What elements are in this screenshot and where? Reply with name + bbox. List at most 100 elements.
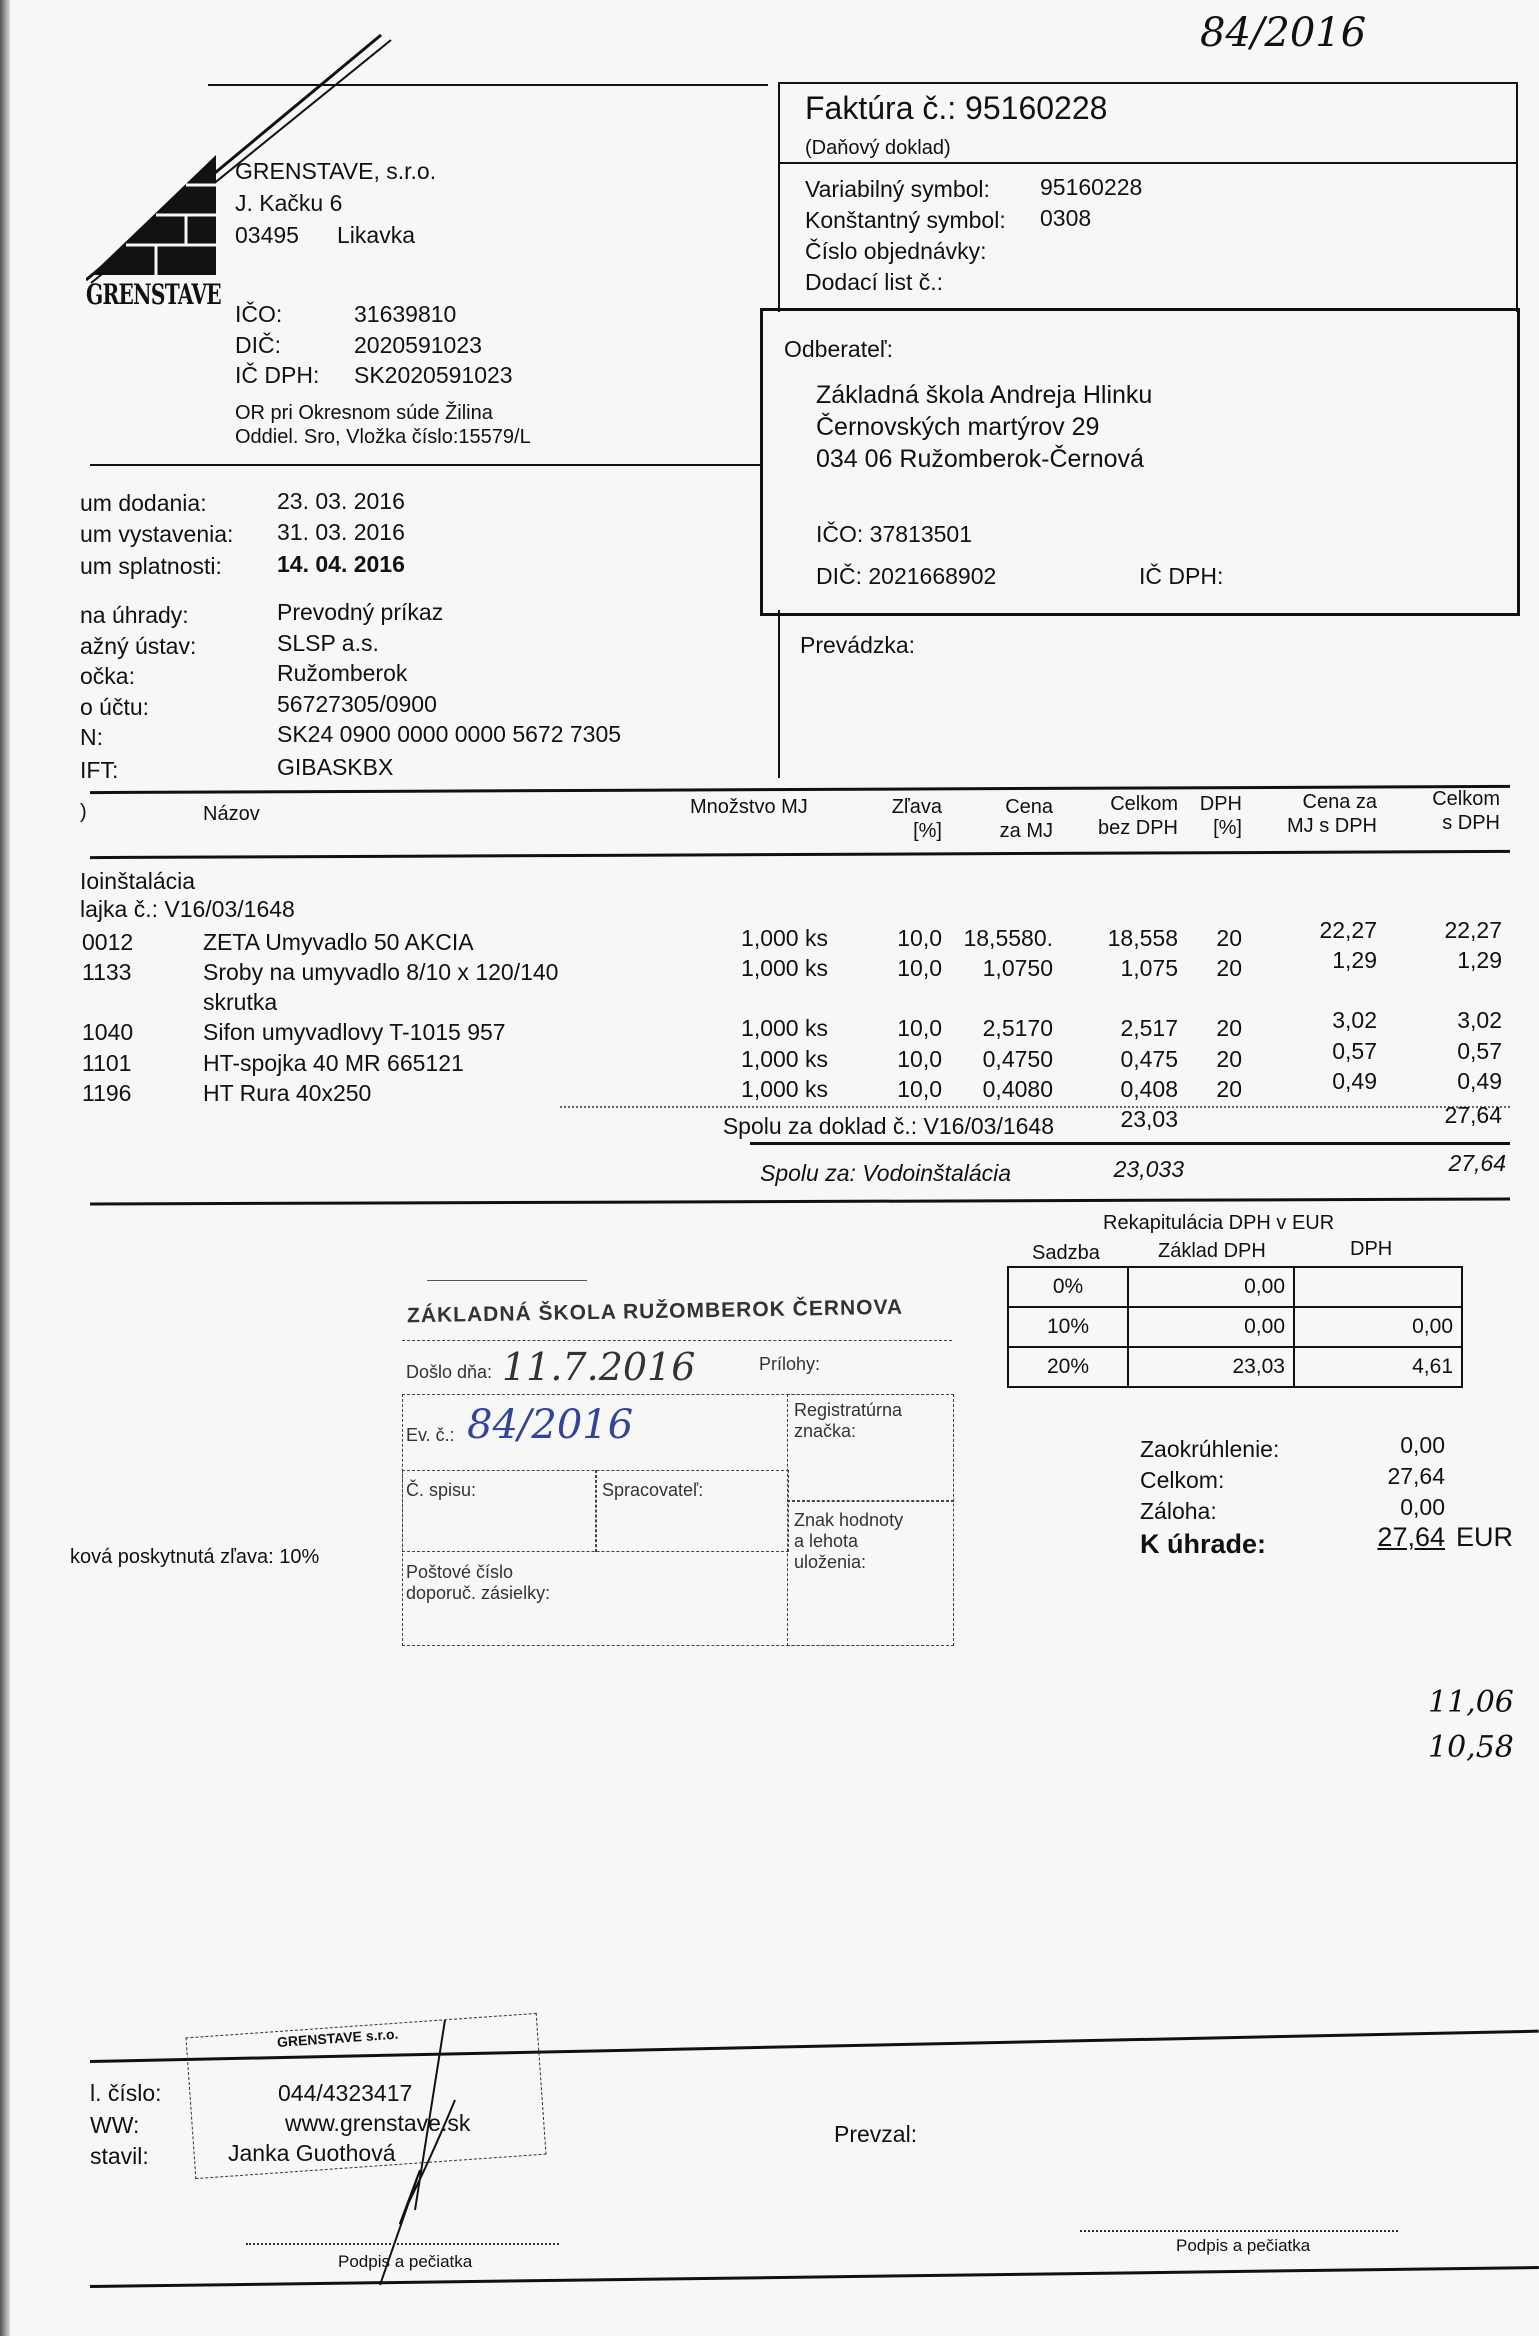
cell-total-vat: 0,57	[1457, 1038, 1502, 1064]
payment-method-label: na úhrady:	[80, 602, 189, 628]
cell-vat: 20	[1216, 955, 1242, 981]
signature-label-left: Podpis a pečiatka	[338, 2252, 473, 2271]
file-label: Č. spisu:	[406, 1480, 477, 1500]
cell-name: Sroby na umyvadlo 8/10 x 120/140	[203, 959, 559, 985]
seller-ico: 31639810	[354, 301, 457, 327]
seller-register: OR pri Okresnom súde Žilina	[235, 402, 493, 424]
recap-row: 0% 0,00	[1007, 1266, 1463, 1308]
buyer-label: Odberateľ:	[784, 336, 893, 362]
registry-stamp: ZÁKLADNÁ ŠKOLA RUŽOMBEROK ČERNOVA Došlo …	[402, 1280, 954, 1646]
cell-name: HT-spojka 40 MR 665121	[203, 1050, 464, 1076]
cell-vat: 20	[1216, 1076, 1242, 1102]
signature-label-right: Podpis a pečiatka	[1176, 2236, 1311, 2255]
subtotal-label: Spolu za doklad č.: V16/03/1648	[722, 1113, 1054, 1139]
seller-street: J. Kačku 6	[235, 190, 343, 216]
total-value: 27,64	[1387, 1463, 1445, 1489]
seller-city: Likavka	[337, 222, 415, 248]
cell-name: HT Rura 40x250	[203, 1080, 372, 1106]
account: 56727305/0900	[277, 691, 437, 717]
received-date: 11.7.2016	[502, 1345, 696, 1389]
buyer-box: Odberateľ: Základná škola Andreja Hlinku…	[760, 308, 1520, 616]
cell-code: 1040	[82, 1019, 134, 1045]
buyer-dic: DIČ: 2021668902	[816, 563, 997, 589]
recap-rate-header: Sadzba	[1032, 1242, 1100, 1264]
handwritten-note: 10,58	[1428, 1730, 1514, 1765]
phone: 044/4323417	[278, 2080, 413, 2106]
recap-vat	[1293, 1266, 1463, 1308]
invoice-subtitle: (Daňový doklad)	[805, 137, 951, 159]
date-delivery-label: um dodania:	[80, 490, 207, 516]
section-total-net: 23,033	[1113, 1156, 1184, 1182]
col-vat-header: DPH [%]	[1199, 793, 1242, 839]
handwritten-note: 11,06	[1428, 1685, 1514, 1720]
recap-vat: 4,61	[1293, 1346, 1463, 1388]
cell-name-continued: skrutka	[203, 989, 278, 1015]
ev-number: 84/2016	[467, 1402, 634, 1448]
payment-method: Prevodný príkaz	[277, 599, 444, 625]
signature	[379, 2020, 456, 2286]
deposit-label: Záloha:	[1140, 1498, 1217, 1524]
received-label: Došlo dňa:	[406, 1362, 493, 1382]
cell-price-vat: 1,29	[1332, 947, 1377, 973]
rounding-value: 0,00	[1400, 1432, 1445, 1458]
swift: GIBASKBX	[277, 754, 394, 780]
bank: SLSP a.s.	[277, 630, 379, 656]
iban: SK24 0900 0000 0000 5672 7305	[277, 721, 622, 747]
cell-total-vat: 0,49	[1457, 1068, 1502, 1094]
cell-discount: 10,0	[897, 1076, 942, 1102]
delivery-note: lajka č.: V16/03/1648	[80, 896, 295, 922]
rounding-label: Zaokrúhlenie:	[1140, 1436, 1280, 1462]
section-total-vat: 27,64	[1448, 1150, 1506, 1176]
order-label: Číslo objednávky:	[805, 238, 987, 264]
received-by-label: Prevzal:	[834, 2121, 918, 2147]
swift-label: IFT:	[80, 757, 119, 783]
registry-mark-label: Registratúrna značka:	[794, 1400, 903, 1441]
cell-price: 1,0750	[982, 955, 1053, 981]
cell-qty: 1,000 ks	[741, 925, 828, 951]
recap-vat: 0,00	[1293, 1306, 1463, 1348]
cell-total-net: 0,408	[1120, 1076, 1178, 1102]
currency: EUR	[1456, 1522, 1514, 1552]
col-total-vat-header: Celkom s DPH	[1432, 788, 1500, 834]
section-title: Ioinštalácia	[80, 868, 196, 894]
branch: Ružomberok	[277, 660, 408, 686]
subtotal-vat: 27,64	[1444, 1102, 1502, 1128]
cell-vat: 20	[1216, 1015, 1242, 1041]
cell-price-vat: 3,02	[1332, 1007, 1377, 1033]
date-delivery: 23. 03. 2016	[277, 488, 405, 514]
phone-label: l. číslo:	[90, 2080, 162, 2106]
cell-price: 2,5170	[982, 1015, 1053, 1041]
branch-label: očka:	[80, 663, 135, 689]
cell-total-vat: 1,29	[1457, 947, 1502, 973]
cell-price: 0,4750	[982, 1046, 1053, 1072]
date-issue: 31. 03. 2016	[277, 519, 405, 545]
recap-rate: 0%	[1007, 1266, 1129, 1308]
iban-label: N:	[80, 724, 103, 750]
cell-total-net: 0,475	[1120, 1046, 1178, 1072]
recap-rate: 20%	[1007, 1346, 1129, 1388]
date-due: 14. 04. 2016	[277, 551, 405, 577]
buyer-name: Základná škola Andreja Hlinku	[816, 381, 1153, 409]
col-code-header: )	[80, 801, 87, 823]
web-label: WW:	[90, 2112, 140, 2138]
cell-discount: 10,0	[897, 1015, 942, 1041]
scan-edge	[0, 0, 10, 2336]
col-discount-header: Zľava [%]	[891, 796, 942, 842]
cell-name: ZETA Umyvadlo 50 AKCIA	[203, 929, 474, 955]
cell-vat: 20	[1216, 925, 1242, 951]
seller-register-2: Oddiel. Sro, Vložka číslo:15579/L	[235, 426, 531, 448]
seller-name: GRENSTAVE, s.r.o.	[235, 158, 437, 184]
processor-label: Spracovateľ:	[602, 1480, 704, 1500]
ks-label: Konštantný symbol:	[805, 207, 1006, 233]
cell-discount: 10,0	[897, 955, 942, 981]
cell-qty: 1,000 ks	[741, 1076, 828, 1102]
cell-price: 0,4080	[982, 1076, 1053, 1102]
post-label: Poštové číslo doporuč. zásielky:	[406, 1562, 551, 1603]
subtotal-net: 23,03	[1120, 1106, 1178, 1132]
prevadzka-label: Prevádzka:	[800, 632, 916, 658]
cell-discount: 10,0	[897, 925, 942, 951]
cell-discount: 10,0	[897, 1046, 942, 1072]
buyer-city: 034 06 Ružomberok-Černová	[816, 445, 1144, 473]
recap-title: Rekapitulácia DPH v EUR	[1103, 1212, 1335, 1234]
section-total-label: Spolu za: Vodoinštalácia	[760, 1160, 1012, 1186]
